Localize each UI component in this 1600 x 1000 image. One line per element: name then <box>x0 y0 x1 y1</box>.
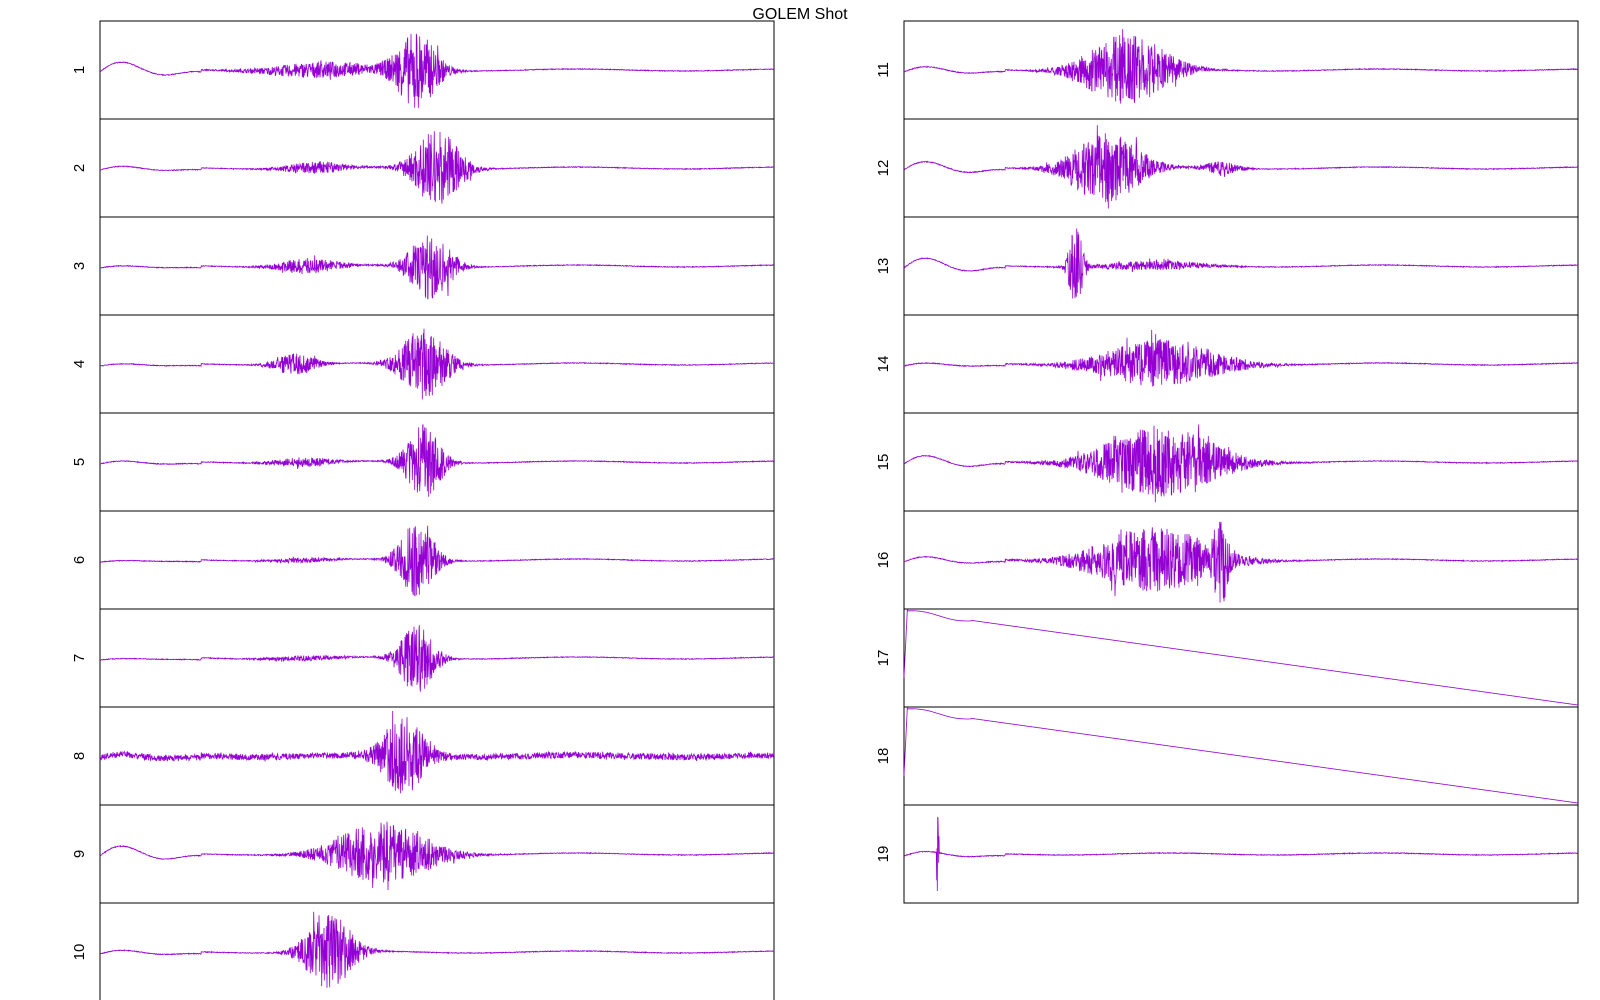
panel-12: 12 <box>875 118 1579 218</box>
panel-label: 18 <box>875 748 892 765</box>
panel-label: 10 <box>71 944 88 961</box>
panel-1: 1 <box>71 20 775 120</box>
panel-2: 2 <box>71 118 775 218</box>
panel-7: 7 <box>71 608 775 708</box>
panel-17: 17 <box>875 608 1579 708</box>
panel-16: 16 <box>875 510 1579 610</box>
panel-5: 5 <box>71 412 775 512</box>
series-line-15 <box>903 424 1579 503</box>
series-line-17 <box>903 609 1578 706</box>
series-line-18 <box>903 707 1578 804</box>
panel-frame <box>99 902 775 1000</box>
panel-label: 15 <box>875 454 892 471</box>
panel-label: 19 <box>875 846 892 863</box>
series-line-5 <box>99 424 775 497</box>
panel-label: 8 <box>71 752 88 760</box>
panel-18: 18 <box>875 706 1579 806</box>
series-line-13 <box>903 228 1579 299</box>
series-line-11 <box>903 29 1578 104</box>
series-line-2 <box>99 131 775 204</box>
panel-label: 5 <box>71 458 88 466</box>
panel-3: 3 <box>71 216 775 316</box>
series-line-6 <box>100 525 775 597</box>
series-line-4 <box>99 328 775 400</box>
series-line-12 <box>903 125 1579 209</box>
series-line-10 <box>99 911 775 988</box>
panel-15: 15 <box>875 412 1579 512</box>
panel-label: 14 <box>875 356 892 373</box>
panel-label: 6 <box>71 556 88 564</box>
panel-frame <box>903 804 1579 904</box>
panel-10: 10 <box>71 902 775 1000</box>
panel-label: 12 <box>875 160 892 177</box>
panel-8: 8 <box>71 706 775 806</box>
panel-label: 1 <box>71 66 88 74</box>
series-line-16 <box>903 521 1579 603</box>
panel-label: 7 <box>71 654 88 662</box>
series-line-14 <box>903 329 1579 387</box>
panel-label: 17 <box>875 650 892 667</box>
panel-11: 11 <box>875 20 1579 120</box>
series-line-19 <box>903 816 1579 892</box>
panel-label: 4 <box>71 360 88 368</box>
panel-label: 13 <box>875 258 892 275</box>
series-line-3 <box>100 235 775 300</box>
panel-label: 9 <box>71 850 88 858</box>
panel-label: 11 <box>875 62 892 78</box>
panel-label: 3 <box>71 262 88 270</box>
panel-19: 19 <box>875 804 1579 904</box>
panel-label: 16 <box>875 552 892 569</box>
panel-14: 14 <box>875 314 1579 414</box>
panel-label: 2 <box>71 164 88 172</box>
panel-6: 6 <box>71 510 775 610</box>
series-line-8 <box>99 710 775 794</box>
series-line-9 <box>99 821 775 891</box>
series-line-1 <box>99 33 775 108</box>
panel-4: 4 <box>71 314 775 414</box>
panel-9: 9 <box>71 804 775 904</box>
chart-title: GOLEM Shot <box>752 6 848 23</box>
series-line-7 <box>99 625 775 692</box>
panel-13: 13 <box>875 216 1579 316</box>
